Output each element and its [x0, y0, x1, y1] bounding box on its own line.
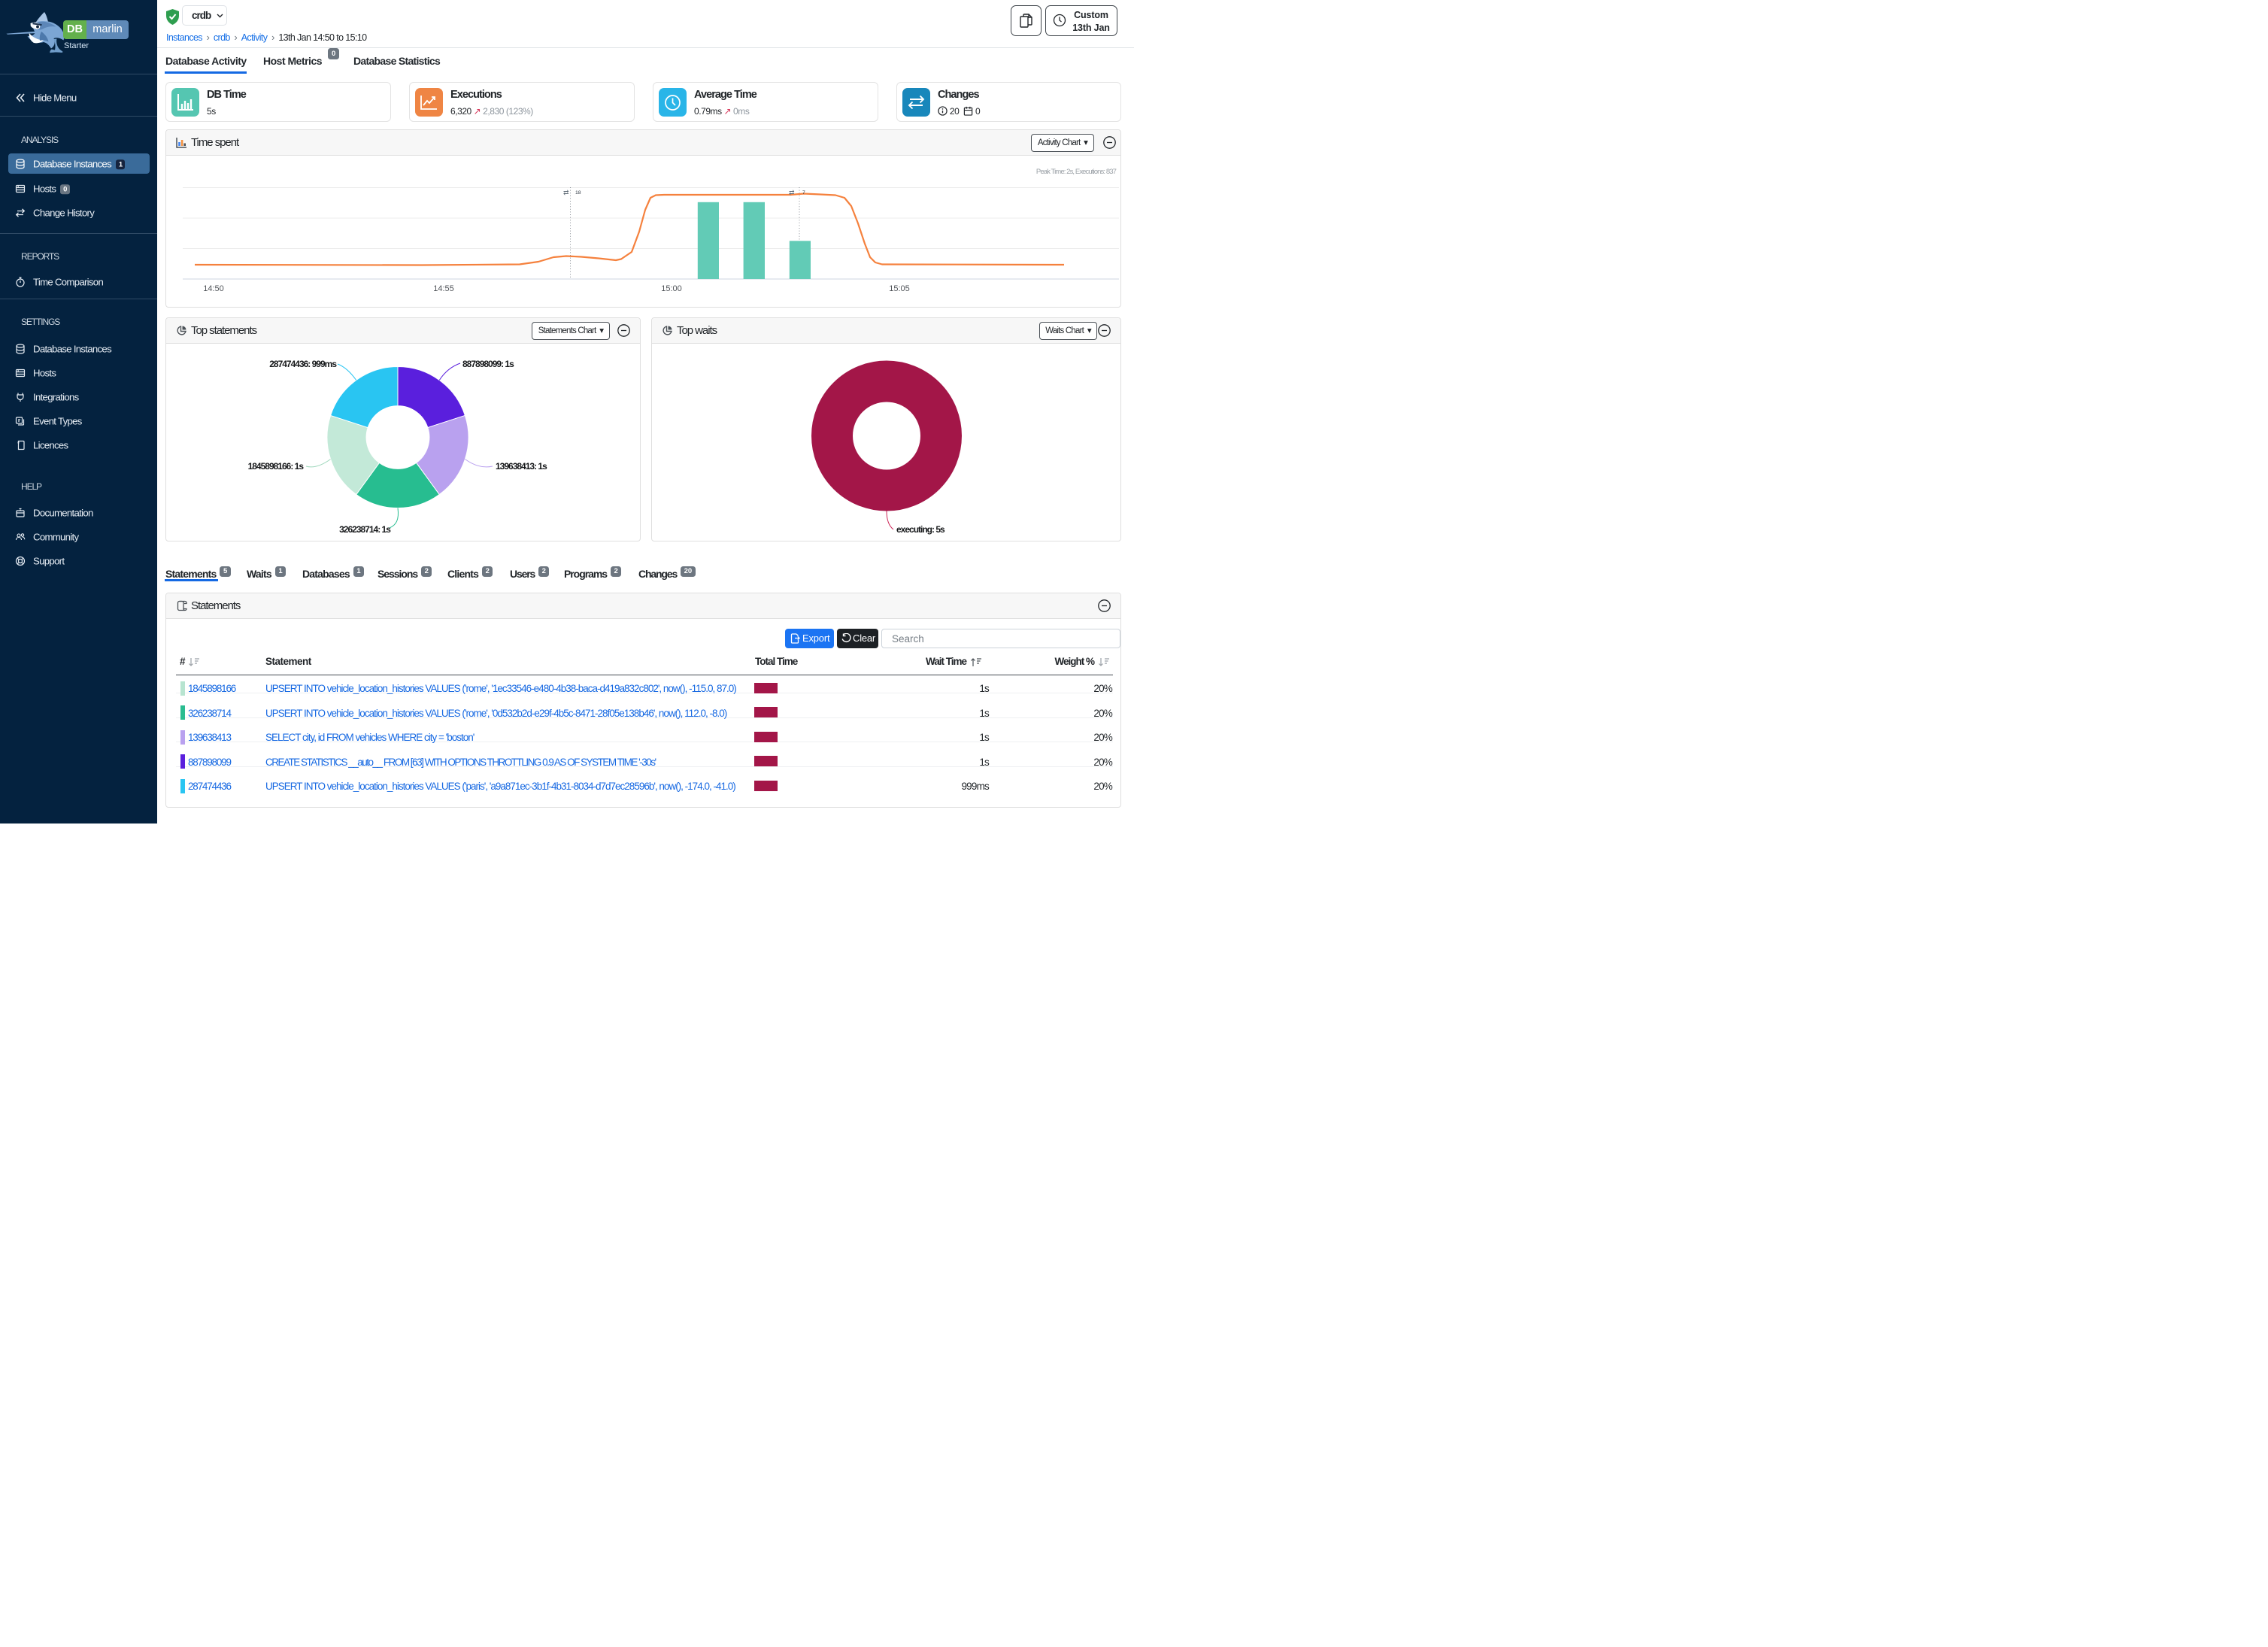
svg-text:⇄: ⇄: [563, 189, 569, 196]
svg-text:⇄: ⇄: [789, 189, 795, 196]
svg-text:7: 7: [802, 190, 805, 196]
svg-text:15:00: 15:00: [661, 284, 682, 293]
svg-text:1845898166: 1s: 1845898166: 1s: [248, 461, 305, 472]
svg-text:18: 18: [575, 190, 581, 196]
svg-text:326238714: 1s: 326238714: 1s: [339, 524, 391, 535]
svg-text:executing: 5s: executing: 5s: [896, 524, 945, 535]
svg-text:Peak Time: 2s, Executions: 837: Peak Time: 2s, Executions: 837: [1036, 168, 1117, 176]
svg-text:14:50: 14:50: [203, 284, 224, 293]
svg-text:15:05: 15:05: [889, 284, 910, 293]
svg-text:139638413: 1s: 139638413: 1s: [496, 461, 547, 472]
svg-text:887898099: 1s: 887898099: 1s: [462, 359, 514, 369]
svg-text:287474436: 999ms: 287474436: 999ms: [269, 359, 337, 369]
svg-text:14:55: 14:55: [433, 284, 454, 293]
